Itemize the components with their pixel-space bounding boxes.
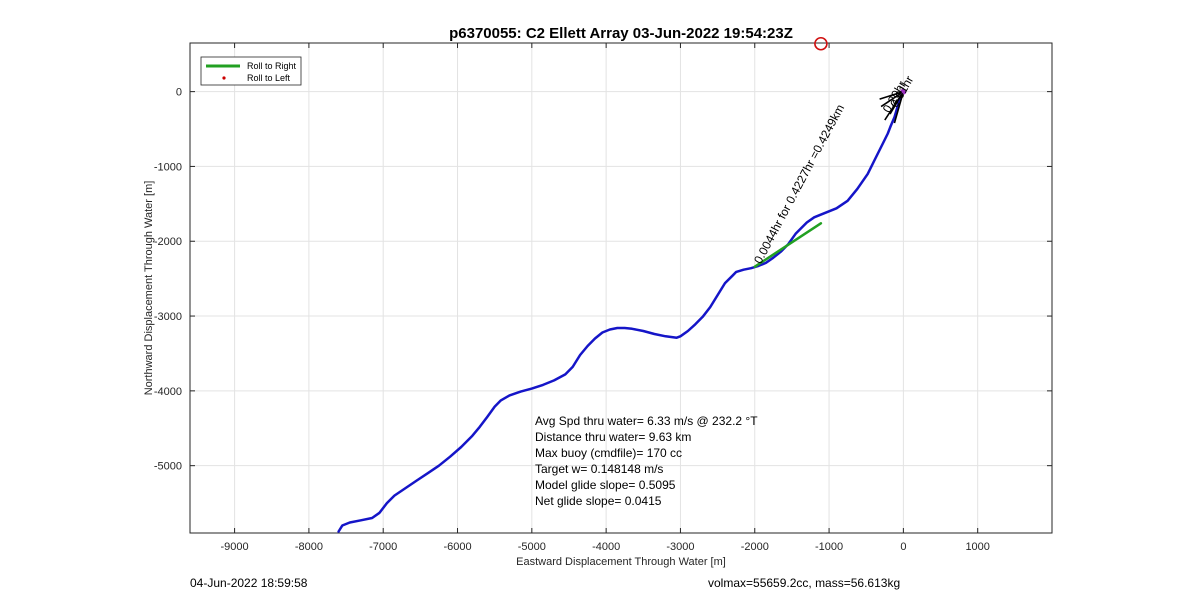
vector-line [879,90,904,100]
footer-volmax-mass: volmax=55659.2cc, mass=56.613kg [708,576,901,590]
series-layer [337,36,907,533]
vector-line [880,90,904,108]
annotation-layer: 0.0044hr for 0.4227hr =0.4249km0.20hr0.0… [751,73,916,266]
y-tick-label: -4000 [154,386,182,398]
stats-text-block: Avg Spd thru water= 6.33 m/s @ 232.2 °T D… [535,414,758,508]
stats-line: Distance thru water= 9.63 km [535,430,691,444]
plot-frame [189,42,1053,534]
stats-line: Avg Spd thru water= 6.33 m/s @ 232.2 °T [535,414,758,428]
legend-label: Roll to Right [247,61,297,71]
surface-position-circle-marker [814,36,828,51]
x-tick-label: -8000 [295,541,323,553]
x-tick-label: -4000 [592,541,620,553]
axis-ticks: -9000 -8000 -7000 -6000 -5000 -4000 -3000 -2000… [154,43,1052,553]
grid-lines [190,43,1052,533]
chart-title: p6370055: C2 Ellett Array 03-Jun-2022 19… [449,25,793,42]
x-tick-label: 1000 [965,541,989,553]
legend: Roll to Right Roll to Left [200,56,302,86]
footer-timestamp: 04-Jun-2022 18:59:58 [190,576,308,590]
legend-label: Roll to Left [247,73,291,83]
x-tick-label: -7000 [369,541,397,553]
y-tick-label: -5000 [154,461,182,473]
track-end-marker [900,88,907,95]
x-tick-label: -1000 [815,541,843,553]
legend-box [200,56,302,86]
x-tick-label: -5000 [518,541,546,553]
glider-track-line [337,90,905,533]
legend-swatch-roll-left [222,76,226,80]
stats-line: Max buoy (cmdfile)= 170 cc [535,446,682,460]
x-tick-label: -6000 [443,541,471,553]
x-axis-label: Eastward Displacement Through Water [m] [516,556,726,568]
x-tick-label: -3000 [666,541,694,553]
stats-line: Model glide slope= 0.5095 [535,478,676,492]
x-tick-label: -9000 [221,541,249,553]
y-tick-label: -3000 [154,311,182,323]
y-axis-label: Northward Displacement Through Water [m] [143,181,155,396]
y-tick-label: 0 [176,87,182,99]
stats-line: Net glide slope= 0.0415 [535,494,662,508]
stats-line: Target w= 0.148148 m/s [535,462,663,476]
y-tick-label: -2000 [154,236,182,248]
vector-line [893,91,905,124]
x-tick-label: 0 [900,541,906,553]
vector-line [889,91,905,115]
x-tick-label: -2000 [741,541,769,553]
roll-right-segment [753,222,823,268]
y-tick-label: -1000 [154,161,182,173]
